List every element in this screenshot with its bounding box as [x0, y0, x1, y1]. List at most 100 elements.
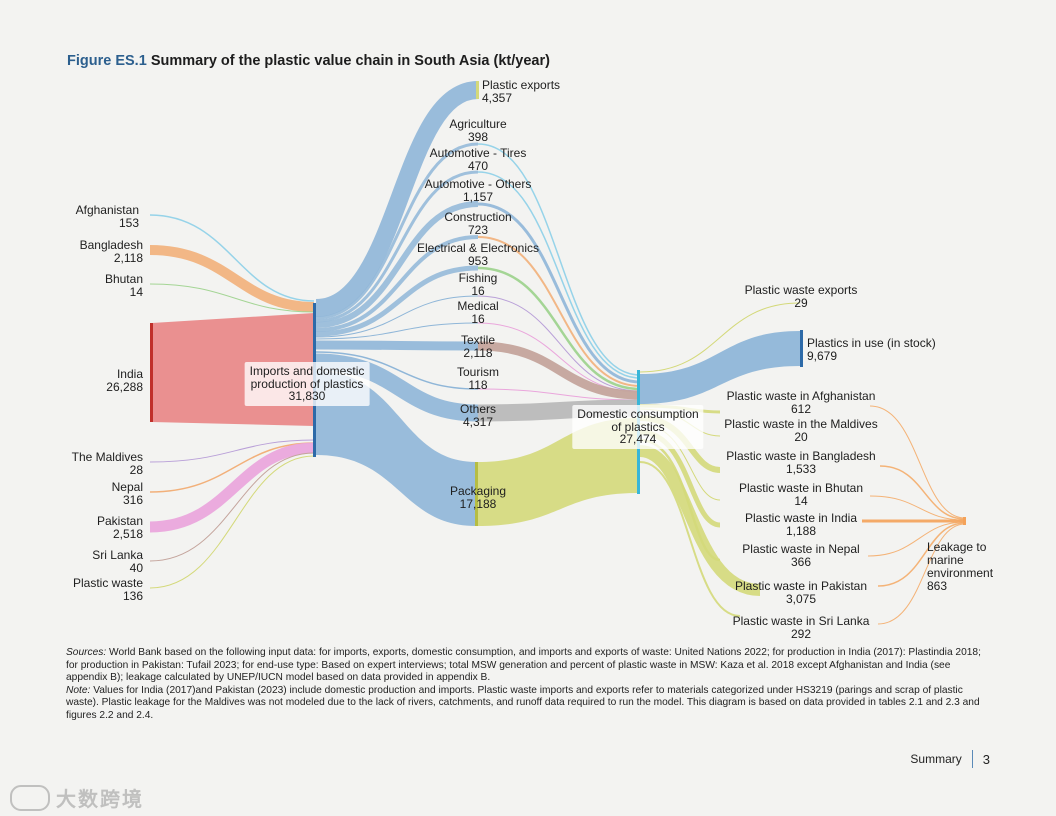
- node-fishing-name: Fishing: [458, 271, 498, 285]
- flow-bangladesh-imports: [149, 245, 315, 312]
- node-leakage-name-line3: environment: [927, 566, 994, 580]
- note-paragraph: Note: Values for India (2017)and Pakista…: [66, 685, 986, 723]
- node-imports-value: 31,830: [288, 389, 326, 403]
- node-bangladesh-value: 2,118: [113, 250, 143, 265]
- flow-textile-domestic: [477, 341, 641, 400]
- flow-imports-exports: [315, 81, 480, 317]
- node-w-india-name: Plastic waste in India: [744, 511, 858, 525]
- watermark: 大数跨境: [10, 783, 144, 812]
- node-fishing: Fishing 16: [459, 272, 498, 297]
- note-label: Note:: [66, 684, 91, 696]
- node-construction-name: Construction: [444, 210, 512, 224]
- flow-imports-electrical: [315, 265, 479, 337]
- node-plasticwaste-name: Plastic waste: [72, 576, 143, 590]
- node-imports-name-line2: production of plastics: [250, 376, 364, 391]
- flow-w-srilanka-leakage: [877, 523, 966, 625]
- watermark-logo-icon: [10, 784, 50, 811]
- flow-w-nepal-leakage: [867, 521, 966, 557]
- flow-imports-textile: [315, 340, 479, 351]
- node-india: India 26,288: [106, 368, 143, 393]
- node-w-srilanka-name: Plastic waste in Sri Lanka: [732, 614, 870, 628]
- flow-agriculture-domestic: [477, 143, 641, 376]
- node-w-maldives-name: Plastic waste in the Maldives: [724, 417, 878, 431]
- flow-imports-fishing: [315, 295, 479, 338]
- node-others-value: 4,317: [462, 414, 494, 429]
- node-fishing-value: 16: [471, 283, 485, 298]
- node-textile-value: 2,118: [463, 345, 493, 360]
- node-nepal: Nepal 316: [112, 481, 143, 506]
- footer-divider: [971, 750, 973, 768]
- node-wasteexports: Plastic waste exports 29: [745, 284, 858, 309]
- node-medical: Medical 16: [457, 300, 498, 325]
- flow-fishing-domestic: [477, 295, 641, 392]
- flow-w-bangladesh-leakage: [879, 465, 966, 520]
- node-w-nepal-value: 366: [790, 554, 812, 569]
- node-pakistan-value: 2,518: [112, 526, 143, 541]
- node-agriculture: Agriculture 398: [449, 118, 506, 143]
- node-tourism-name: Tourism: [456, 365, 500, 379]
- node-w-pakistan: Plastic waste in Pakistan 3,075: [735, 580, 867, 605]
- node-nepal-value: 316: [122, 492, 143, 507]
- sources-text: World Bank based on the following input …: [66, 647, 981, 684]
- node-textile-name: Textile: [460, 333, 496, 347]
- flow-construction-domestic: [477, 236, 641, 387]
- node-electrical-name: Electrical & Electronics: [416, 241, 540, 255]
- flow-domestic-wasteexports: [639, 302, 801, 373]
- node-srilanka: Sri Lanka 40: [92, 549, 143, 574]
- node-exports: Plastic exports 4,357: [482, 79, 560, 104]
- watermark-text: 大数跨境: [56, 789, 144, 811]
- node-w-bhutan: Plastic waste in Bhutan 14: [739, 482, 863, 507]
- flow-imports-medical: [315, 322, 479, 340]
- node-bangladesh-name: Bangladesh: [79, 238, 143, 252]
- node-leakage-name-line2: marine: [927, 553, 964, 567]
- node-agriculture-value: 398: [467, 129, 489, 144]
- node-w-afghanistan-name: Plastic waste in Afghanistan: [726, 389, 876, 403]
- node-electrical-value: 953: [467, 253, 489, 268]
- node-w-nepal: Plastic waste in Nepal 366: [742, 543, 859, 568]
- node-construction-value: 723: [467, 222, 489, 237]
- node-inuse: Plastics in use (in stock) 9,679: [807, 337, 936, 362]
- flow-imports-agriculture: [315, 142, 479, 320]
- node-w-pakistan-name: Plastic waste in Pakistan: [734, 579, 868, 593]
- node-leakage-value: 863: [927, 579, 948, 593]
- sources-label: Sources:: [66, 647, 107, 658]
- flow-w-pakistan-leakage: [877, 522, 966, 587]
- node-medical-value: 16: [471, 311, 485, 326]
- flow-w-afghanistan-leakage: [869, 405, 966, 519]
- sources-paragraph: Sources: World Bank based on the followi…: [66, 647, 986, 685]
- node-tires: Automotive - Tires 470: [430, 147, 527, 172]
- node-inuse-value: 9,679: [807, 348, 838, 363]
- node-medical-name: Medical: [457, 299, 499, 313]
- node-afghanistan-value: 153: [118, 215, 139, 230]
- node-tires-value: 470: [467, 158, 489, 173]
- flow-imports-packaging: [316, 371, 476, 526]
- node-maldives-name: The Maldives: [71, 450, 143, 464]
- node-w-bhutan-value: 14: [794, 493, 808, 508]
- node-bangladesh: Bangladesh 2,118: [80, 239, 143, 264]
- node-w-afghanistan: Plastic waste in Afghanistan 612: [727, 390, 876, 415]
- node-w-maldives: Plastic waste in the Maldives 20: [724, 418, 877, 443]
- node-bhutan-value: 14: [129, 284, 143, 299]
- page-number: 3: [982, 751, 990, 767]
- node-autoothers: Automotive - Others 1,157: [425, 178, 532, 203]
- node-afghanistan: Afghanistan 153: [76, 204, 139, 229]
- node-w-srilanka-value: 292: [790, 626, 812, 641]
- flow-domestic-w-pakistan: [639, 445, 761, 596]
- note-text: Values for India (2017)and Pakistan (202…: [66, 684, 980, 721]
- node-pakistan: Pakistan 2,518: [97, 515, 143, 540]
- node-packaging-name: Packaging: [449, 484, 507, 498]
- node-w-maldives-value: 20: [794, 429, 808, 444]
- node-pakistan-name: Pakistan: [96, 514, 143, 528]
- node-packaging: Packaging 17,188: [450, 485, 506, 510]
- flow-plasticwaste-imports: [149, 455, 315, 589]
- footer-section: Summary: [910, 752, 962, 766]
- flow-afghanistan-imports: [149, 214, 315, 302]
- node-india-name: India: [116, 367, 143, 381]
- node-bhutan-name: Bhutan: [104, 272, 143, 286]
- node-india-value: 26,288: [106, 379, 143, 394]
- node-bar-exports: [476, 81, 479, 99]
- flow-electrical-domestic: [477, 266, 641, 391]
- node-afghanistan-name: Afghanistan: [75, 203, 139, 217]
- node-exports-value: 4,357: [482, 90, 513, 105]
